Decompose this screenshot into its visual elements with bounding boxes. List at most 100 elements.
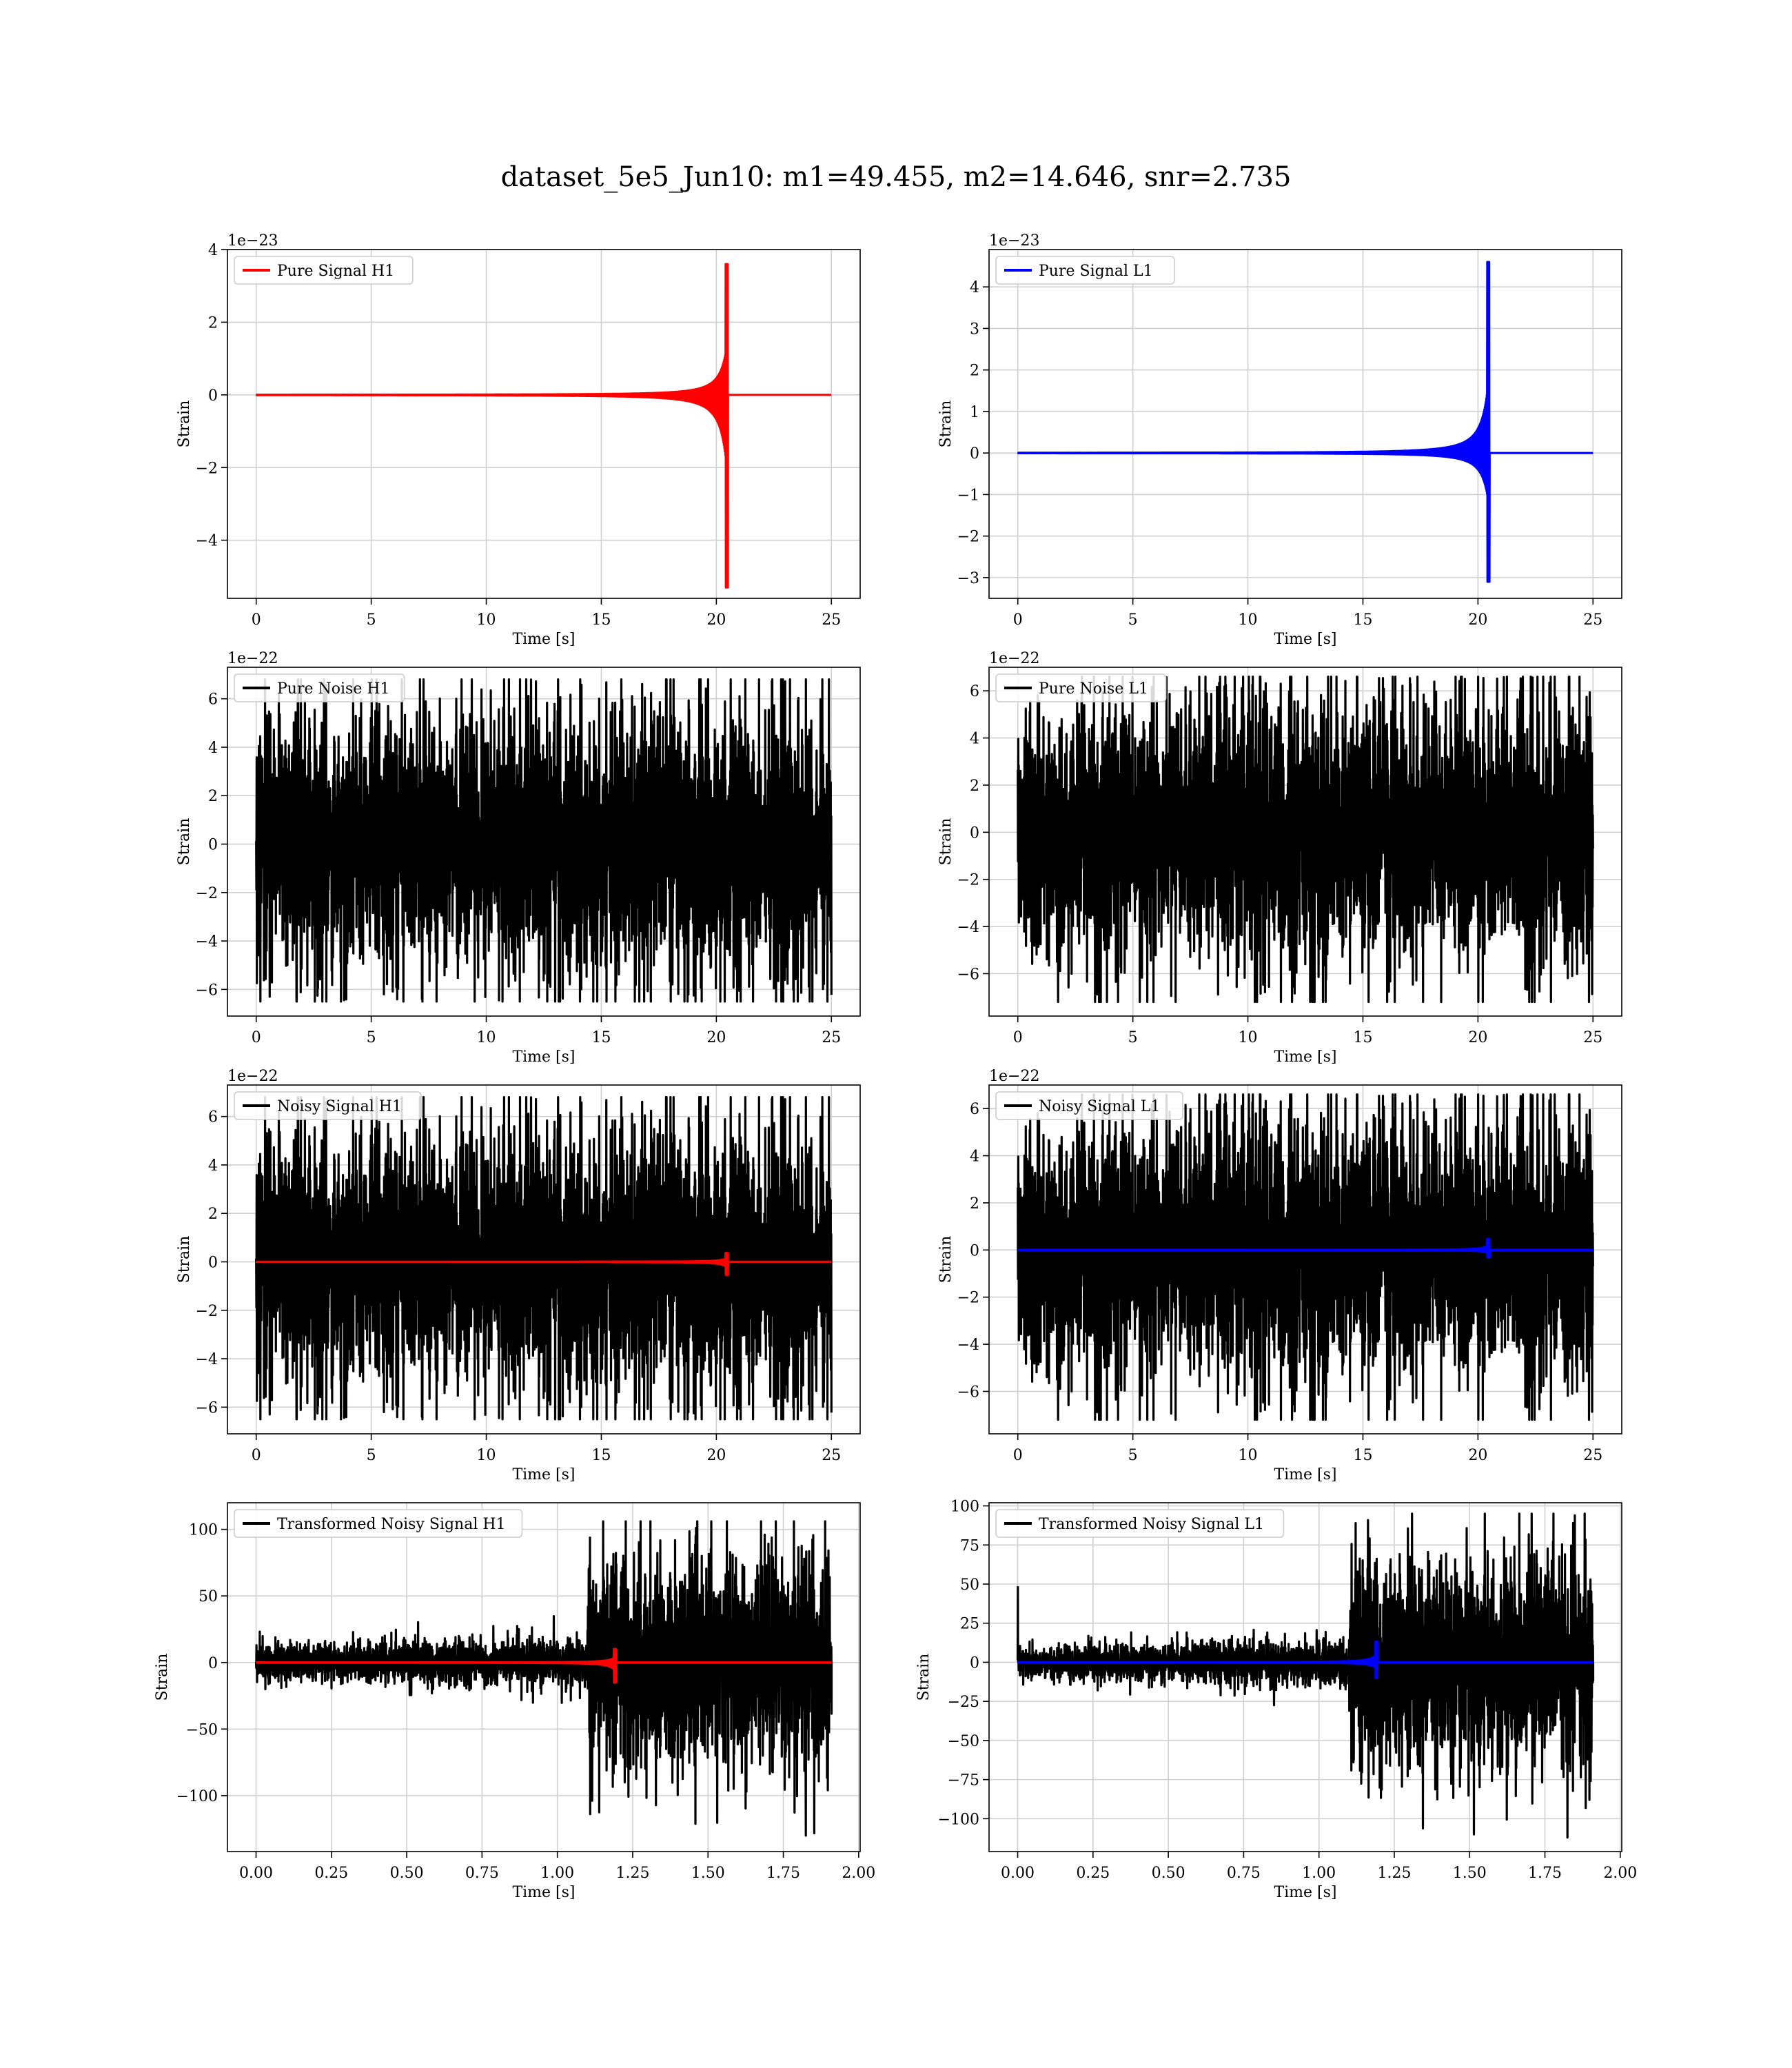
x-tick-label: 10 — [477, 611, 496, 629]
y-tick-label: 50 — [198, 1588, 218, 1605]
x-tick-label: 1.25 — [1377, 1865, 1411, 1882]
x-tick-label: 25 — [822, 611, 841, 629]
x-tick-label: 0.25 — [1076, 1865, 1110, 1882]
x-tick-label: 5 — [367, 1029, 376, 1046]
x-tick-label: 1.00 — [540, 1865, 574, 1882]
offset-text: 1e−22 — [989, 650, 1039, 667]
x-axis-label: Time [s] — [1274, 1048, 1336, 1066]
x-tick-label: 5 — [1128, 611, 1138, 629]
y-axis-label: Strain — [176, 818, 193, 866]
y-tick-label: 0 — [970, 445, 979, 463]
legend-label: Transformed Noisy Signal L1 — [1039, 1516, 1264, 1533]
y-tick-label: 2 — [208, 788, 218, 805]
y-tick-label: 2 — [970, 778, 979, 795]
series-line-noisy-signal-h1 — [255, 1096, 833, 1421]
y-tick-label: −3 — [957, 570, 979, 587]
axes-frame — [227, 1502, 861, 1852]
y-tick-label: 6 — [208, 1109, 218, 1126]
x-tick-label: 0 — [1013, 1029, 1023, 1046]
y-tick-label: 0 — [208, 837, 218, 854]
y-tick-label: 3 — [970, 321, 979, 338]
axes-frame — [988, 667, 1622, 1017]
y-tick-label: 6 — [970, 1101, 979, 1118]
y-tick-label: −2 — [196, 1303, 218, 1320]
transformed-noisy-signal-l1-chart: 0.00 0.25 0.50 0.75 1.00 1.25 1.50 1.75 2.00 −100… — [915, 1499, 1637, 1901]
y-axis-label: Strain — [937, 1236, 955, 1284]
x-tick-label: 20 — [706, 1029, 726, 1046]
x-tick-label: 1.00 — [1302, 1865, 1336, 1882]
y-tick-label: 2 — [970, 363, 979, 380]
legend-label: Noisy Signal L1 — [1039, 1098, 1160, 1115]
y-tick-label: 0 — [208, 1255, 218, 1272]
figure-title: dataset_5e5_Jun10: m1=49.455, m2=14.646,… — [501, 161, 1292, 193]
offset-text: 1e−22 — [227, 1068, 278, 1085]
y-tick-label: −4 — [957, 1337, 979, 1354]
axes-frame — [227, 667, 861, 1017]
x-axis-label: Time [s] — [1274, 1466, 1336, 1483]
x-tick-label: 15 — [1353, 611, 1372, 629]
series-line-pure-signal-l1 — [1017, 261, 1594, 583]
x-tick-label: 10 — [1239, 611, 1258, 629]
y-tick-label: −4 — [196, 533, 218, 550]
x-axis-label: Time [s] — [512, 1466, 575, 1483]
y-tick-label: −2 — [957, 1290, 979, 1307]
legend-box — [995, 256, 1175, 285]
legend-label: Pure Noise L1 — [1039, 680, 1148, 698]
noisy-signal-h1-chart: 0 5 10 15 20 25 −6 −4 −2 0 2 4 6 1e−22 Time [s] Strain N… — [176, 1068, 861, 1483]
y-tick-label: 75 — [960, 1537, 979, 1554]
x-tick-label: 2.00 — [842, 1865, 875, 1882]
x-tick-label: 0.25 — [314, 1865, 348, 1882]
y-tick-label: −6 — [957, 1383, 979, 1401]
y-tick-label: 6 — [208, 691, 218, 709]
x-tick-label: 10 — [1239, 1029, 1258, 1046]
x-axis-label: Time [s] — [512, 631, 575, 648]
x-tick-label: 0 — [252, 611, 261, 629]
x-tick-label: 1.25 — [615, 1865, 649, 1882]
legend-box — [234, 256, 414, 285]
y-tick-label: −100 — [938, 1811, 979, 1828]
series-line-transformed-noisy-signal-h1 — [254, 1520, 833, 1837]
y-tick-label: 100 — [189, 1522, 218, 1539]
series-line-overlay-1 — [255, 1252, 833, 1276]
legend-box — [995, 1091, 1183, 1120]
x-tick-label: 0 — [1013, 1447, 1023, 1464]
pure-noise-l1-chart: 0 5 10 15 20 25 −6 −4 −2 0 2 4 6 1e−22 Time [s] Strain P… — [937, 650, 1622, 1066]
axes-frame — [988, 1502, 1622, 1852]
series-line-overlay-1 — [1017, 1237, 1594, 1259]
y-tick-label: 50 — [960, 1577, 979, 1594]
y-tick-label: 4 — [970, 1148, 979, 1166]
legend: Noisy Signal L1 — [995, 1091, 1183, 1120]
x-tick-label: 0.50 — [1152, 1865, 1185, 1882]
x-tick-label: 0 — [252, 1447, 261, 1464]
noisy-signal-l1-chart: 0 5 10 15 20 25 −6 −4 −2 0 2 4 6 1e−22 Time [s] Strain N… — [937, 1068, 1622, 1483]
y-tick-label: 0 — [208, 1655, 218, 1672]
axes-frame — [227, 1084, 861, 1435]
x-tick-label: 25 — [1583, 1447, 1602, 1464]
legend-label: Transformed Noisy Signal H1 — [277, 1516, 506, 1533]
x-tick-label: 1.75 — [1528, 1865, 1562, 1882]
pure-noise-h1-chart: 0 5 10 15 20 25 −6 −4 −2 0 2 4 6 1e−22 Time [s] Strain P… — [176, 650, 861, 1066]
x-tick-label: 25 — [1583, 1029, 1602, 1046]
y-axis-label: Strain — [176, 401, 193, 448]
y-tick-label: 0 — [970, 1654, 979, 1672]
y-tick-label: −2 — [196, 460, 218, 477]
legend: Pure Signal H1 — [234, 256, 414, 285]
y-tick-label: −25 — [948, 1694, 979, 1711]
y-axis-label: Strain — [915, 1654, 933, 1701]
y-tick-label: 4 — [208, 242, 218, 259]
x-tick-label: 5 — [1128, 1447, 1138, 1464]
x-tick-label: 0 — [252, 1029, 261, 1046]
y-tick-label: −4 — [196, 1351, 218, 1368]
x-axis-label: Time [s] — [512, 1884, 575, 1901]
y-tick-label: 2 — [208, 1206, 218, 1223]
x-axis-label: Time [s] — [1274, 631, 1336, 648]
legend: Transformed Noisy Signal H1 — [234, 1509, 523, 1538]
legend: Noisy Signal H1 — [234, 1091, 422, 1120]
x-axis-label: Time [s] — [512, 1048, 575, 1066]
x-tick-label: 25 — [822, 1029, 841, 1046]
legend-label: Pure Noise H1 — [277, 680, 390, 698]
x-tick-label: 5 — [1128, 1029, 1138, 1046]
x-tick-label: 25 — [822, 1447, 841, 1464]
y-axis-label: Strain — [937, 401, 955, 448]
axes-frame — [988, 249, 1622, 599]
